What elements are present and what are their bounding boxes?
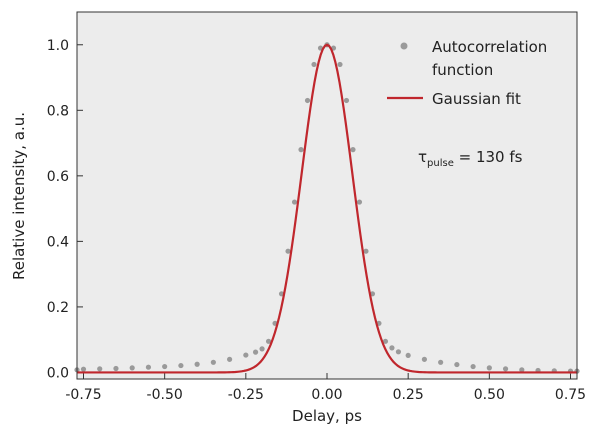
- autocorrelation-point: [129, 365, 135, 371]
- autocorrelation-point: [502, 366, 509, 372]
- autocorrelation-point: [343, 97, 350, 104]
- pulse-subscript: pulse: [427, 158, 454, 169]
- x-tick-label: -0.25: [228, 387, 264, 403]
- autocorrelation-point: [454, 361, 460, 368]
- tau-symbol: τ: [418, 148, 427, 166]
- y-tick-label: 0.0: [47, 365, 69, 381]
- autocorrelation-point: [259, 346, 265, 352]
- x-tick-label: 0.50: [474, 387, 505, 403]
- autocorrelation-point: [291, 199, 298, 205]
- y-tick-label: 0.4: [47, 234, 69, 250]
- autocorrelation-point: [311, 61, 317, 68]
- autocorrelation-point: [265, 338, 272, 344]
- autocorrelation-point: [80, 366, 87, 372]
- x-axis-ticks: -0.75 -0.50 -0.25 0.00 0.25 0.50 0.75: [65, 373, 586, 403]
- autocorrelation-point: [298, 147, 304, 153]
- autocorrelation-point: [405, 352, 411, 359]
- y-tick-label: 0.8: [47, 103, 69, 119]
- autocorrelation-point: [363, 248, 369, 254]
- legend-label-autocorrelation: Autocorrelation: [432, 38, 547, 56]
- x-axis-label: Delay, ps: [292, 407, 362, 425]
- autocorrelation-point: [243, 352, 249, 358]
- autocorrelation-point: [486, 365, 492, 371]
- autocorrelation-point: [421, 356, 428, 362]
- autocorrelation-point: [519, 367, 525, 373]
- legend-label-gaussian: Gaussian fit: [432, 90, 521, 108]
- x-tick-label: 0.75: [555, 387, 586, 403]
- autocorrelation-point: [97, 366, 103, 372]
- x-tick-label: 0.00: [311, 387, 342, 403]
- autocorrelation-point: [389, 345, 395, 351]
- x-tick-label: -0.75: [65, 387, 101, 403]
- autocorrelation-point: [210, 359, 216, 365]
- x-tick-label: 0.25: [393, 387, 424, 403]
- autocorrelation-point: [304, 97, 311, 104]
- autocorrelation-point: [162, 363, 168, 370]
- y-tick-label: 0.6: [47, 169, 69, 185]
- y-axis-label: Relative intensity, a.u.: [10, 112, 28, 280]
- legend-marker-autocorrelation: [400, 42, 408, 50]
- y-tick-label: 1.0: [47, 38, 69, 54]
- y-axis-ticks: 0.0 0.2 0.4 0.6 0.8 1.0: [47, 38, 83, 381]
- x-tick-label: -0.50: [147, 387, 183, 403]
- legend-label-autocorrelation-line2: function: [432, 61, 493, 79]
- gaussian-fit-line: [77, 43, 577, 374]
- autocorrelation-point: [350, 147, 356, 153]
- legend: Autocorrelation function Gaussian fit: [387, 38, 547, 108]
- autocorrelation-point: [113, 365, 119, 372]
- plot-area-background: [77, 12, 577, 379]
- autocorrelation-point: [356, 199, 363, 205]
- autocorrelation-point: [395, 349, 402, 355]
- autocorrelation-point: [382, 338, 389, 344]
- autocorrelation-point: [226, 356, 233, 362]
- autocorrelation-point: [470, 363, 476, 370]
- autocorrelation-point: [145, 364, 152, 370]
- plot-area-frame: [76, 11, 578, 380]
- autocorrelation-point: [194, 361, 200, 367]
- y-tick-label: 0.2: [47, 300, 69, 316]
- autocorrelation-point: [285, 248, 291, 254]
- pulse-duration-annotation: τpulse = 130 fs: [418, 148, 523, 169]
- pulse-value: = 130 fs: [454, 148, 523, 166]
- autocorrelation-point: [252, 349, 259, 355]
- autocorrelation-point: [438, 359, 444, 365]
- autocorrelation-point: [178, 362, 184, 369]
- autocorrelation-point: [337, 61, 343, 68]
